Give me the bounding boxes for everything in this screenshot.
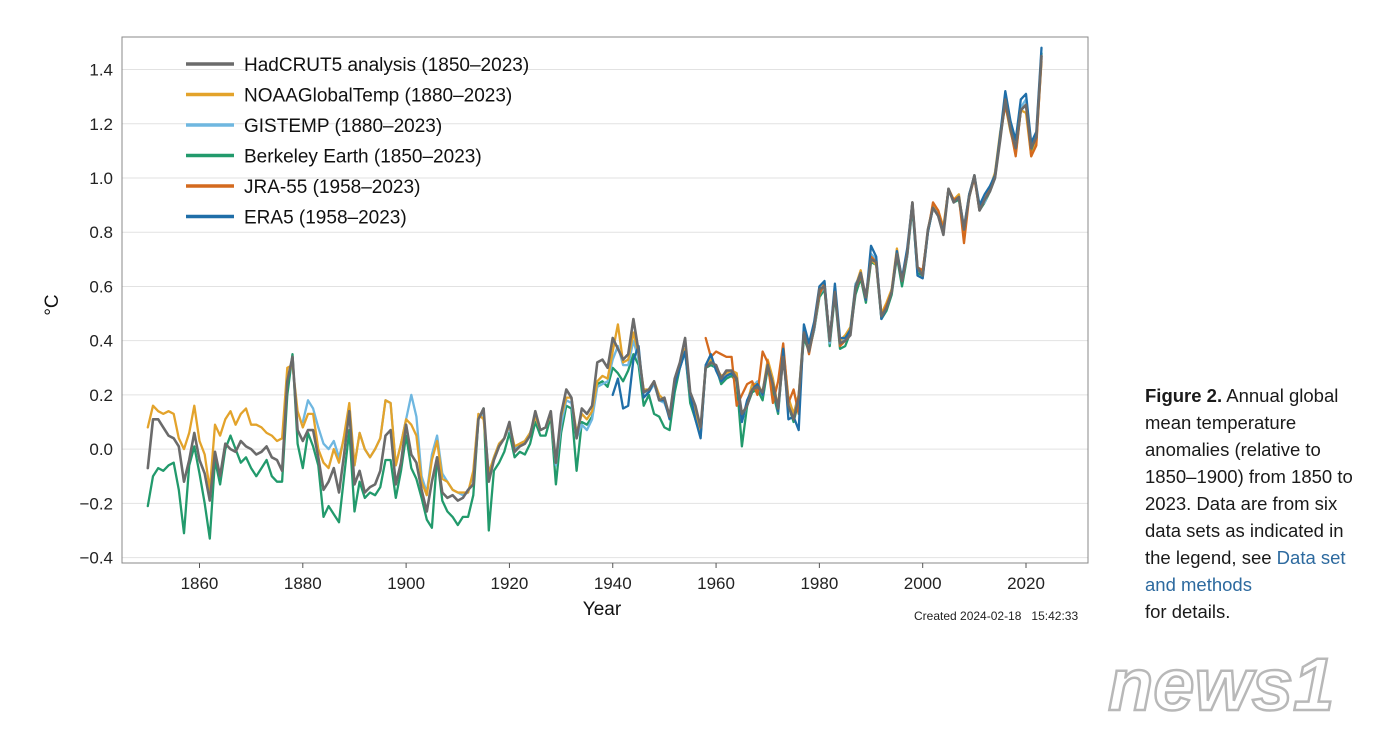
x-tick-label: 2000 — [904, 574, 942, 593]
legend-label: HadCRUT5 analysis (1850–2023) — [244, 55, 529, 76]
watermark-text: news1 — [1108, 643, 1334, 726]
legend-label: JRA-55 (1958–2023) — [244, 177, 420, 198]
x-tick-label: 1900 — [387, 574, 425, 593]
y-tick-label: 1.0 — [89, 169, 113, 188]
y-axis-label: °C — [42, 294, 63, 315]
ticks: −0.4 −0.2 0.0 0.2 0.4 0.6 0.8 1.0 1.2 1.4 1860 1880… — [79, 61, 1044, 593]
legend-label: NOAAGlobalTemp (1880–2023) — [244, 86, 512, 107]
series-group — [146, 46, 1043, 540]
caption-text: Annual global mean temperature anomalies… — [1145, 385, 1353, 568]
y-tick-label: 0.8 — [89, 223, 113, 242]
x-tick-label: 1940 — [594, 574, 632, 593]
series-line-hadcrut5 — [146, 54, 1043, 513]
x-tick-label: 1980 — [800, 574, 838, 593]
grid — [122, 69, 1088, 559]
y-tick-label: −0.4 — [79, 549, 113, 568]
y-tick-label: 1.4 — [89, 61, 113, 80]
plot-frame — [121, 36, 1089, 564]
x-tick-label: 1880 — [284, 574, 322, 593]
news1-watermark: news1 — [1107, 642, 1336, 728]
y-tick-label: 0.0 — [89, 440, 113, 459]
legend: HadCRUT5 analysis (1850–2023) NOAAGlobalT… — [186, 55, 529, 229]
y-tick-label: 1.2 — [89, 115, 113, 134]
x-tick-label: 1860 — [181, 574, 219, 593]
legend-label: GISTEMP (1880–2023) — [244, 116, 442, 137]
series-line-jra-55 — [704, 57, 1043, 416]
x-axis-label: Year — [583, 599, 622, 620]
y-tick-label: 0.2 — [89, 386, 113, 405]
series-line-era5 — [611, 46, 1043, 440]
caption-link[interactable]: Data set and methods — [1145, 547, 1346, 595]
x-tick-label: 2020 — [1007, 574, 1045, 593]
created-timestamp: Created 2024-02-18 15:42:33 — [914, 609, 1079, 623]
caption-title: Figure 2. — [1145, 385, 1223, 406]
y-tick-label: 0.6 — [89, 277, 113, 296]
x-tick-label: 1920 — [491, 574, 529, 593]
figure-caption: Figure 2. Annual global mean temperature… — [1145, 382, 1370, 625]
y-tick-label: −0.2 — [79, 494, 113, 513]
legend-label: Berkeley Earth (1850–2023) — [244, 147, 482, 168]
x-tick-label: 1960 — [697, 574, 735, 593]
y-tick-label: 0.4 — [89, 332, 113, 351]
legend-label: ERA5 (1958–2023) — [244, 208, 407, 229]
caption-tail: for details. — [1145, 601, 1231, 622]
